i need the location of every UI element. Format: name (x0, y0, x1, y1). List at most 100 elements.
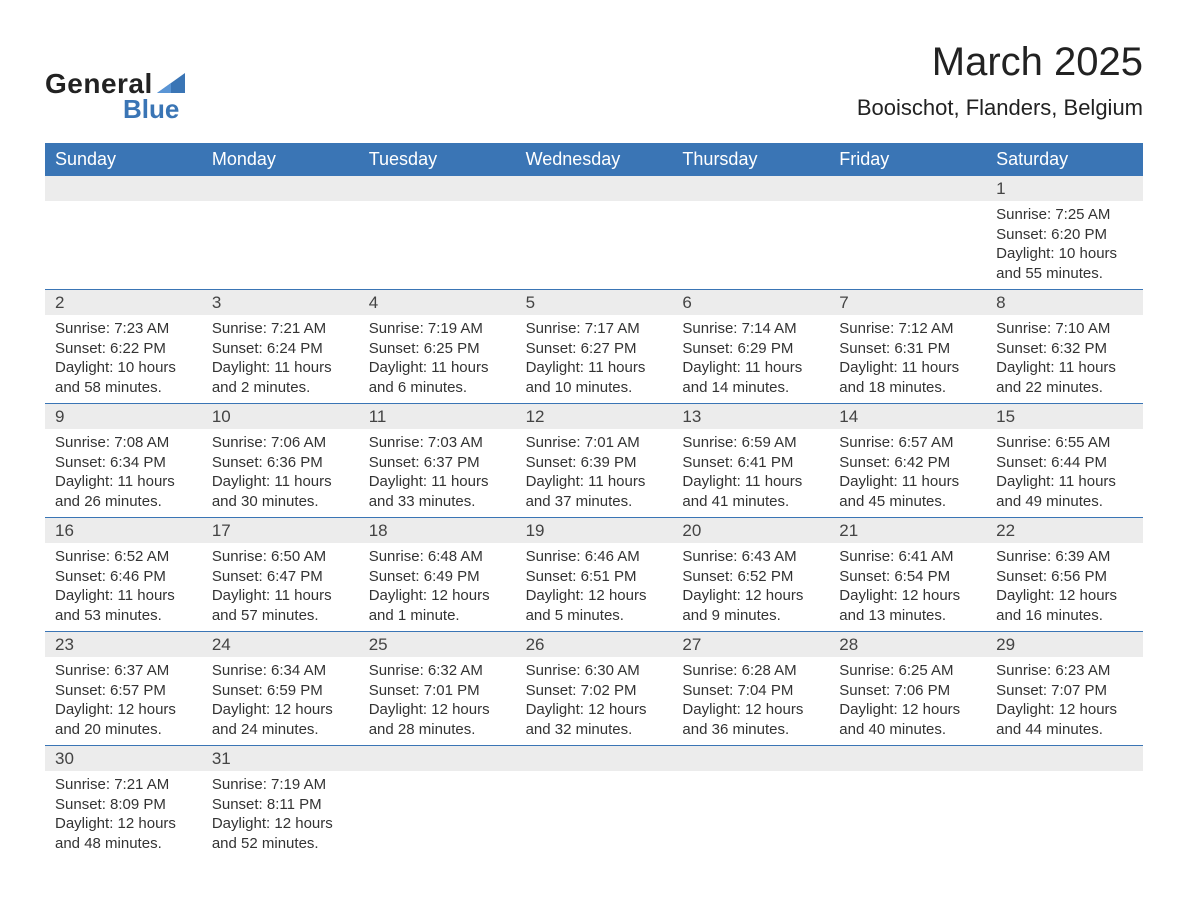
day-number: 12 (526, 407, 545, 426)
day-body: Sunrise: 6:23 AMSunset: 7:07 PMDaylight:… (986, 657, 1143, 745)
sunrise-line: Sunrise: 6:23 AM (996, 661, 1133, 681)
sunset-line: Sunset: 6:25 PM (369, 339, 506, 359)
day-cell-empty (672, 746, 829, 859)
day-body-empty (516, 201, 673, 279)
day-cell-empty (359, 746, 516, 859)
day-body: Sunrise: 6:30 AMSunset: 7:02 PMDaylight:… (516, 657, 673, 745)
day-cell: 30Sunrise: 7:21 AMSunset: 8:09 PMDayligh… (45, 746, 202, 859)
daylight-line: Daylight: 11 hours and 30 minutes. (212, 472, 349, 511)
sunrise-line: Sunrise: 6:37 AM (55, 661, 192, 681)
sunrise-line: Sunrise: 6:52 AM (55, 547, 192, 567)
sunrise-line: Sunrise: 7:01 AM (526, 433, 663, 453)
day-number-strip: 22 (986, 518, 1143, 543)
daylight-line: Daylight: 12 hours and 36 minutes. (682, 700, 819, 739)
day-body: Sunrise: 7:03 AMSunset: 6:37 PMDaylight:… (359, 429, 516, 517)
day-body: Sunrise: 6:39 AMSunset: 6:56 PMDaylight:… (986, 543, 1143, 631)
week-row: 16Sunrise: 6:52 AMSunset: 6:46 PMDayligh… (45, 517, 1143, 631)
sunrise-line: Sunrise: 7:06 AM (212, 433, 349, 453)
day-body: Sunrise: 6:28 AMSunset: 7:04 PMDaylight:… (672, 657, 829, 745)
sunset-line: Sunset: 6:46 PM (55, 567, 192, 587)
day-number-strip: 19 (516, 518, 673, 543)
sunset-line: Sunset: 7:07 PM (996, 681, 1133, 701)
day-number-strip: 3 (202, 290, 359, 315)
day-number-strip: 2 (45, 290, 202, 315)
sunrise-line: Sunrise: 6:50 AM (212, 547, 349, 567)
day-cell: 18Sunrise: 6:48 AMSunset: 6:49 PMDayligh… (359, 518, 516, 631)
week-row: 9Sunrise: 7:08 AMSunset: 6:34 PMDaylight… (45, 403, 1143, 517)
sunset-line: Sunset: 6:37 PM (369, 453, 506, 473)
sunrise-line: Sunrise: 6:48 AM (369, 547, 506, 567)
day-cell-empty (829, 176, 986, 289)
day-number-strip: 4 (359, 290, 516, 315)
week-row: 1Sunrise: 7:25 AMSunset: 6:20 PMDaylight… (45, 176, 1143, 289)
day-number-strip (672, 746, 829, 771)
day-number-strip (359, 176, 516, 201)
daylight-line: Daylight: 11 hours and 2 minutes. (212, 358, 349, 397)
day-number-strip: 14 (829, 404, 986, 429)
day-number-strip: 25 (359, 632, 516, 657)
calendar: Sunday Monday Tuesday Wednesday Thursday… (45, 143, 1143, 859)
day-number (682, 749, 687, 768)
sunset-line: Sunset: 8:11 PM (212, 795, 349, 815)
day-number-strip (516, 176, 673, 201)
daylight-line: Daylight: 11 hours and 10 minutes. (526, 358, 663, 397)
day-number: 26 (526, 635, 545, 654)
day-body: Sunrise: 6:48 AMSunset: 6:49 PMDaylight:… (359, 543, 516, 631)
sunset-line: Sunset: 6:41 PM (682, 453, 819, 473)
day-number (839, 749, 844, 768)
sunset-line: Sunset: 6:27 PM (526, 339, 663, 359)
week-row: 23 Sunrise: 6:37 AMSunset: 6:57 PM Dayligh… (45, 631, 1143, 745)
day-body-empty (829, 201, 986, 279)
day-number-strip (672, 176, 829, 201)
day-number: 11 (369, 407, 387, 426)
sunset-line: Sunset: 6:42 PM (839, 453, 976, 473)
sunrise-line: Sunrise: 7:19 AM (369, 319, 506, 339)
sunset-line: Sunset: 6:22 PM (55, 339, 192, 359)
daylight-line: Daylight: 10 hours and 58 minutes. (55, 358, 192, 397)
sunrise-line: Sunrise: 7:19 AM (212, 775, 349, 795)
day-cell: 11 Sunrise: 7:03 AMSunset: 6:37 PMDayligh… (359, 404, 516, 517)
day-number: 22 (996, 521, 1015, 540)
day-number-strip: 10 (202, 404, 359, 429)
daylight-line: Daylight: 12 hours and 44 minutes. (996, 700, 1133, 739)
day-cell-empty (516, 746, 673, 859)
sunrise-line: Sunrise: 6:41 AM (839, 547, 976, 567)
day-cell-empty (986, 746, 1143, 859)
day-number: 10 (212, 407, 231, 426)
sunrise-line: Sunrise: 6:34 AM (212, 661, 349, 681)
day-number: 23 (55, 635, 74, 654)
day-body: Sunrise: 6:46 AMSunset: 6:51 PMDaylight:… (516, 543, 673, 631)
daylight-line: Daylight: 11 hours and 6 minutes. (369, 358, 506, 397)
daylight-line: Daylight: 11 hours and 49 minutes. (996, 472, 1133, 511)
day-number: 16 (55, 521, 74, 540)
day-cell: 7Sunrise: 7:12 AMSunset: 6:31 PMDaylight… (829, 290, 986, 403)
day-cell: 31Sunrise: 7:19 AMSunset: 8:11 PMDayligh… (202, 746, 359, 859)
sunset-line: Sunset: 6:57 PM (55, 681, 192, 701)
sunset-line: Sunset: 6:52 PM (682, 567, 819, 587)
sunset-line: Sunset: 6:24 PM (212, 339, 349, 359)
sunrise-line: Sunrise: 6:59 AM (682, 433, 819, 453)
sunset-line: Sunset: 7:02 PM (526, 681, 663, 701)
day-cell: 28Sunrise: 6:25 AMSunset: 7:06 PMDayligh… (829, 632, 986, 745)
sunset-line: Sunset: 6:36 PM (212, 453, 349, 473)
day-number (369, 749, 374, 768)
day-number-strip: 9 (45, 404, 202, 429)
daylight-line: Daylight: 11 hours and 45 minutes. (839, 472, 976, 511)
day-number-strip: 24 (202, 632, 359, 657)
day-cell: 13Sunrise: 6:59 AMSunset: 6:41 PMDayligh… (672, 404, 829, 517)
day-number (526, 179, 531, 198)
sunset-line: Sunset: 6:47 PM (212, 567, 349, 587)
sunrise-line: Sunrise: 6:55 AM (996, 433, 1133, 453)
day-body: Sunrise: 7:17 AMSunset: 6:27 PMDaylight:… (516, 315, 673, 403)
page-header: General Blue March 2025 Booischot, Fland… (45, 40, 1143, 125)
day-body-empty (202, 201, 359, 279)
sunrise-line: Sunrise: 6:57 AM (839, 433, 976, 453)
daylight-line: Daylight: 12 hours and 28 minutes. (369, 700, 506, 739)
day-number-strip: 21 (829, 518, 986, 543)
day-number-strip: 26 (516, 632, 673, 657)
sunset-line: Sunset: 8:09 PM (55, 795, 192, 815)
day-number-strip: 8 (986, 290, 1143, 315)
sunrise-line: Sunrise: 7:23 AM (55, 319, 192, 339)
sunrise-line: Sunrise: 7:08 AM (55, 433, 192, 453)
sunset-line: Sunset: 6:59 PM (212, 681, 349, 701)
